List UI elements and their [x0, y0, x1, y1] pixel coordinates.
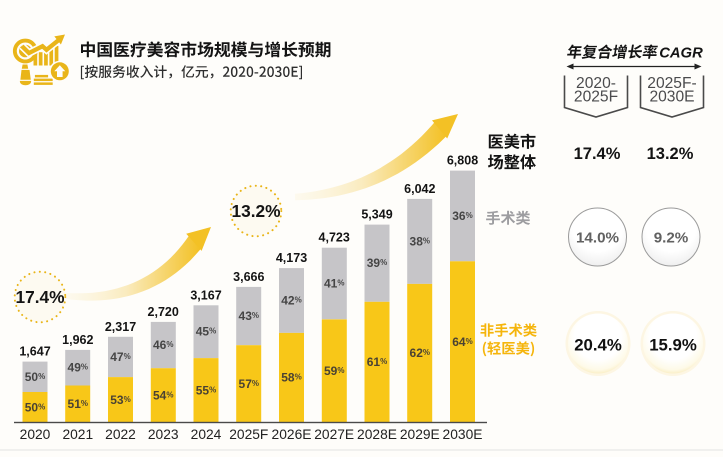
svg-text:47%: 47%	[110, 350, 130, 364]
svg-text:13.2%: 13.2%	[231, 201, 280, 221]
svg-text:3,167: 3,167	[190, 288, 221, 302]
svg-text:17.4%: 17.4%	[15, 287, 64, 307]
svg-text:57%: 57%	[239, 377, 259, 391]
svg-text:49%: 49%	[68, 361, 88, 375]
svg-text:45%: 45%	[196, 325, 216, 339]
svg-text:59%: 59%	[324, 364, 344, 378]
svg-text:61%: 61%	[367, 355, 387, 369]
svg-text:4,723: 4,723	[319, 231, 350, 245]
svg-text:54%: 54%	[153, 388, 173, 402]
svg-text:3,666: 3,666	[233, 270, 264, 284]
svg-text:39%: 39%	[367, 256, 387, 270]
svg-text:14.0%: 14.0%	[576, 229, 620, 246]
svg-text:2022: 2022	[105, 427, 136, 442]
svg-text:2024: 2024	[191, 427, 222, 442]
svg-text:1,647: 1,647	[19, 345, 50, 359]
svg-text:36%: 36%	[452, 209, 472, 223]
svg-text:2025F-: 2025F-	[647, 75, 696, 92]
svg-text:42%: 42%	[281, 294, 301, 308]
svg-text:53%: 53%	[110, 393, 130, 407]
svg-text:4,173: 4,173	[276, 251, 307, 265]
svg-text:2023: 2023	[148, 427, 179, 442]
svg-text:CAGR: CAGR	[659, 45, 703, 61]
svg-text:15.9%: 15.9%	[649, 335, 697, 354]
svg-text:6,042: 6,042	[404, 182, 435, 196]
svg-text:2020: 2020	[20, 427, 51, 442]
svg-text:41%: 41%	[324, 277, 344, 291]
svg-text:2021: 2021	[62, 427, 93, 442]
svg-text:51%: 51%	[68, 397, 88, 411]
svg-text:6,808: 6,808	[447, 154, 478, 168]
svg-text:58%: 58%	[281, 371, 301, 385]
svg-text:55%: 55%	[196, 383, 216, 397]
svg-text:46%: 46%	[153, 338, 173, 352]
svg-text:2029E: 2029E	[400, 427, 440, 442]
svg-text:2030E: 2030E	[443, 427, 483, 442]
svg-text:43%: 43%	[239, 309, 259, 323]
svg-text:2,317: 2,317	[105, 320, 136, 334]
svg-text:2,720: 2,720	[148, 305, 179, 319]
svg-text:2020-: 2020-	[576, 75, 616, 92]
svg-text:5,349: 5,349	[361, 208, 392, 222]
svg-text:2027E: 2027E	[314, 427, 354, 442]
svg-text:17.4%: 17.4%	[574, 145, 621, 163]
svg-text:2026E: 2026E	[272, 427, 312, 442]
svg-text:9.2%: 9.2%	[654, 229, 689, 246]
svg-text:62%: 62%	[410, 346, 430, 360]
svg-text:1,962: 1,962	[62, 333, 93, 347]
svg-text:50%: 50%	[25, 370, 45, 384]
svg-text:2028E: 2028E	[357, 427, 397, 442]
svg-text:2025F: 2025F	[229, 427, 268, 442]
svg-text:50%: 50%	[25, 400, 45, 414]
svg-text:38%: 38%	[410, 234, 430, 248]
svg-text:13.2%: 13.2%	[647, 145, 694, 163]
svg-text:20.4%: 20.4%	[574, 335, 622, 354]
svg-text:2025F: 2025F	[574, 89, 618, 106]
svg-text:64%: 64%	[452, 335, 472, 349]
svg-text:2030E: 2030E	[649, 89, 694, 106]
